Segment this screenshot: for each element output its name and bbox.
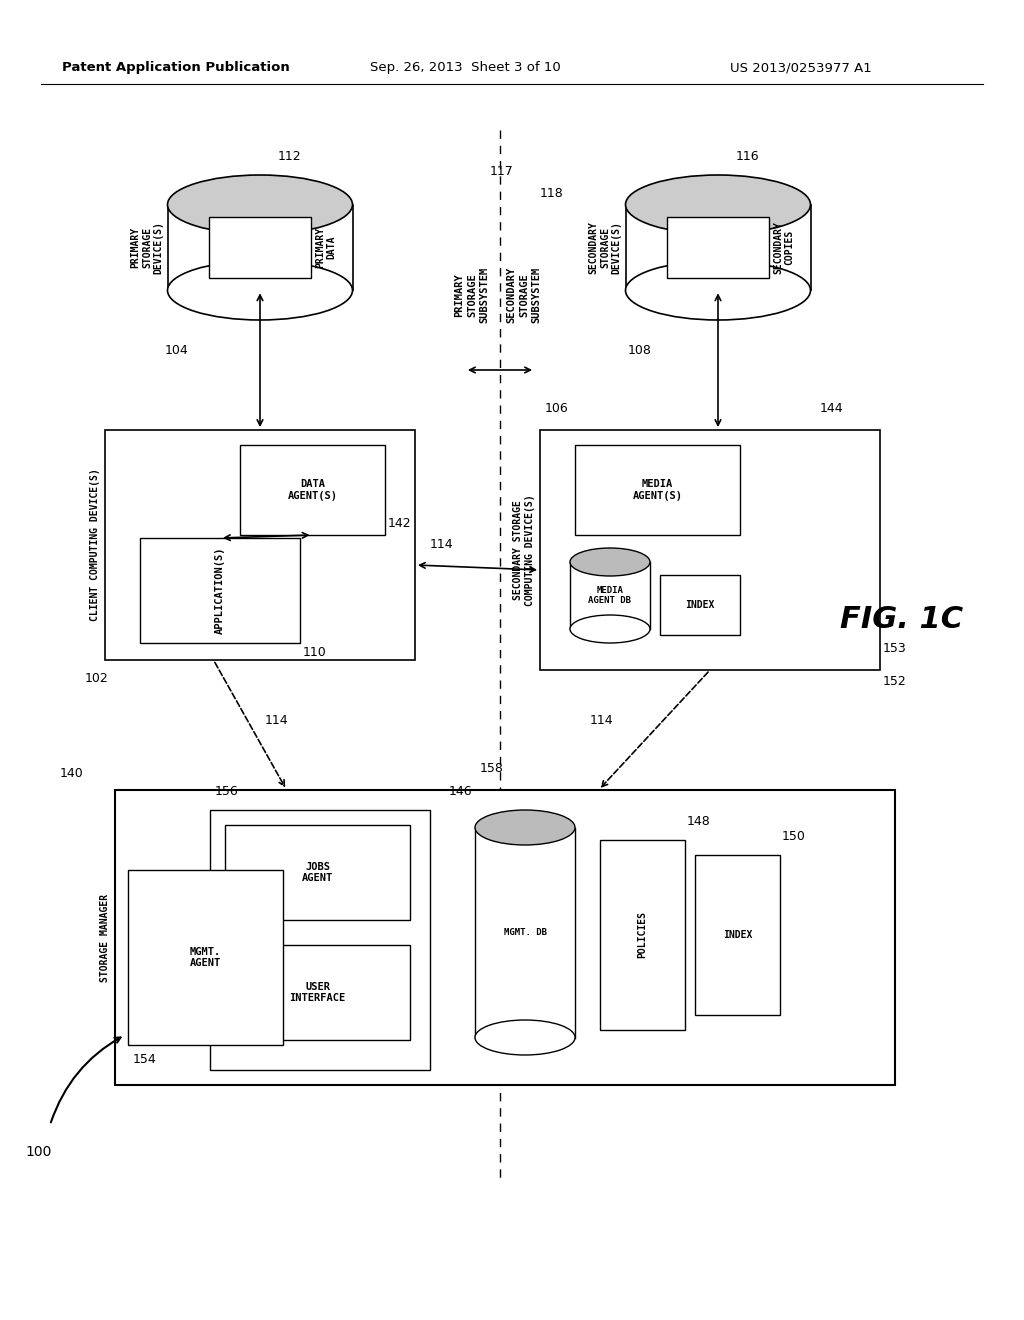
Text: 140: 140 [60, 767, 84, 780]
Ellipse shape [626, 176, 811, 234]
Text: 152: 152 [883, 675, 906, 688]
Text: SECONDARY
COPIES: SECONDARY COPIES [773, 220, 795, 275]
Text: 154: 154 [133, 1053, 157, 1067]
Ellipse shape [570, 615, 650, 643]
FancyBboxPatch shape [115, 789, 895, 1085]
Text: 150: 150 [782, 830, 806, 843]
FancyBboxPatch shape [660, 576, 740, 635]
Text: PRIMARY
STORAGE
SUBSYSTEM: PRIMARY STORAGE SUBSYSTEM [455, 267, 489, 323]
Ellipse shape [475, 810, 575, 845]
Text: 114: 114 [590, 714, 613, 726]
Text: INDEX: INDEX [685, 601, 715, 610]
Text: 112: 112 [278, 150, 302, 162]
FancyBboxPatch shape [128, 870, 283, 1045]
FancyBboxPatch shape [225, 945, 410, 1040]
Text: 146: 146 [449, 785, 472, 799]
Text: US 2013/0253977 A1: US 2013/0253977 A1 [730, 62, 871, 74]
Text: MGMT. DB: MGMT. DB [504, 928, 547, 937]
Text: Patent Application Publication: Patent Application Publication [62, 62, 290, 74]
Text: 156: 156 [215, 785, 239, 799]
FancyBboxPatch shape [695, 855, 780, 1015]
Text: 106: 106 [545, 403, 568, 414]
Text: SECONDARY
STORAGE
SUBSYSTEM: SECONDARY STORAGE SUBSYSTEM [507, 267, 542, 323]
Ellipse shape [570, 548, 650, 576]
Text: 114: 114 [430, 539, 454, 552]
Text: SECONDARY
STORAGE
DEVICE(S): SECONDARY STORAGE DEVICE(S) [589, 220, 622, 275]
Text: 117: 117 [490, 165, 514, 178]
FancyBboxPatch shape [240, 445, 385, 535]
Text: INDEX: INDEX [723, 931, 753, 940]
Ellipse shape [168, 176, 352, 234]
Text: CLIENT COMPUTING DEVICE(S): CLIENT COMPUTING DEVICE(S) [90, 469, 100, 622]
Ellipse shape [168, 261, 352, 319]
FancyBboxPatch shape [475, 828, 575, 1038]
Text: USER
INTERFACE: USER INTERFACE [290, 982, 346, 1003]
FancyBboxPatch shape [209, 216, 311, 279]
Text: MGMT.
AGENT: MGMT. AGENT [189, 946, 221, 969]
FancyBboxPatch shape [626, 205, 811, 290]
FancyBboxPatch shape [600, 840, 685, 1030]
Text: MEDIA
AGENT(S): MEDIA AGENT(S) [633, 479, 683, 500]
Text: 153: 153 [883, 642, 906, 655]
Text: 116: 116 [736, 150, 760, 162]
Text: 144: 144 [820, 403, 844, 414]
Text: DATA
AGENT(S): DATA AGENT(S) [288, 479, 338, 500]
FancyBboxPatch shape [210, 810, 430, 1071]
Text: JOBS
AGENT: JOBS AGENT [302, 862, 333, 883]
FancyBboxPatch shape [168, 205, 352, 290]
Text: 118: 118 [540, 187, 564, 201]
FancyBboxPatch shape [225, 825, 410, 920]
Text: POLICIES: POLICIES [638, 912, 647, 958]
Text: 142: 142 [388, 517, 412, 531]
Text: 158: 158 [480, 762, 504, 775]
Ellipse shape [626, 261, 811, 319]
Text: 108: 108 [628, 343, 652, 356]
Text: 110: 110 [303, 645, 327, 659]
FancyBboxPatch shape [575, 445, 740, 535]
Text: PRIMARY
DATA: PRIMARY DATA [314, 227, 337, 268]
FancyBboxPatch shape [540, 430, 880, 671]
Text: PRIMARY
STORAGE
DEVICE(S): PRIMARY STORAGE DEVICE(S) [130, 220, 164, 275]
Text: Sep. 26, 2013  Sheet 3 of 10: Sep. 26, 2013 Sheet 3 of 10 [370, 62, 561, 74]
Text: FIG. 1C: FIG. 1C [840, 606, 964, 635]
Text: 114: 114 [265, 714, 289, 726]
Text: MEDIA
AGENT DB: MEDIA AGENT DB [589, 586, 632, 605]
Text: SECONDARY STORAGE
COMPUTING DEVICE(S): SECONDARY STORAGE COMPUTING DEVICE(S) [513, 494, 535, 606]
Text: 104: 104 [165, 343, 188, 356]
Text: STORAGE MANAGER: STORAGE MANAGER [100, 894, 110, 982]
Text: 148: 148 [687, 814, 711, 828]
Text: 100: 100 [25, 1144, 51, 1159]
FancyBboxPatch shape [570, 562, 650, 630]
Text: 102: 102 [85, 672, 109, 685]
Ellipse shape [475, 1020, 575, 1055]
FancyBboxPatch shape [140, 539, 300, 643]
FancyBboxPatch shape [667, 216, 769, 279]
Text: APPLICATION(S): APPLICATION(S) [215, 546, 225, 634]
FancyBboxPatch shape [105, 430, 415, 660]
